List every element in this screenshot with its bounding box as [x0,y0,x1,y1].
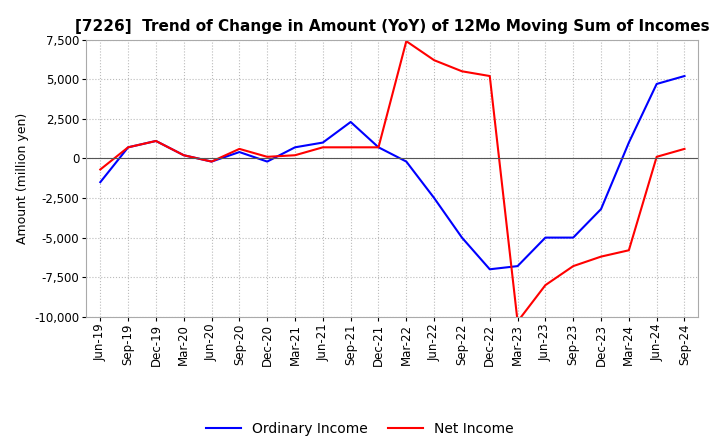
Ordinary Income [569,235,577,240]
Net Income [597,254,606,259]
Net Income [680,146,689,151]
Ordinary Income [597,206,606,212]
Ordinary Income [680,73,689,79]
Ordinary Income [374,145,383,150]
Ordinary Income [513,264,522,269]
Net Income [124,145,132,150]
Net Income [402,39,410,44]
Net Income [96,167,104,172]
Ordinary Income [179,153,188,158]
Ordinary Income [207,159,216,164]
Ordinary Income [318,140,327,145]
Net Income [346,145,355,150]
Legend: Ordinary Income, Net Income: Ordinary Income, Net Income [200,417,520,440]
Ordinary Income [541,235,550,240]
Net Income [513,319,522,324]
Net Income [318,145,327,150]
Net Income [485,73,494,79]
Y-axis label: Amount (million yen): Amount (million yen) [16,113,29,244]
Net Income [541,282,550,288]
Net Income [235,146,243,151]
Ordinary Income [430,195,438,201]
Line: Ordinary Income: Ordinary Income [100,76,685,269]
Net Income [291,153,300,158]
Ordinary Income [458,235,467,240]
Net Income [207,159,216,164]
Net Income [652,154,661,159]
Net Income [179,153,188,158]
Line: Net Income: Net Income [100,41,685,322]
Net Income [263,154,271,159]
Ordinary Income [346,119,355,125]
Ordinary Income [124,145,132,150]
Ordinary Income [652,81,661,87]
Title: [7226]  Trend of Change in Amount (YoY) of 12Mo Moving Sum of Incomes: [7226] Trend of Change in Amount (YoY) o… [75,19,710,34]
Net Income [430,58,438,63]
Ordinary Income [96,180,104,185]
Net Income [458,69,467,74]
Ordinary Income [235,150,243,155]
Ordinary Income [624,140,633,145]
Ordinary Income [263,159,271,164]
Ordinary Income [402,159,410,164]
Ordinary Income [152,138,161,143]
Net Income [624,248,633,253]
Ordinary Income [291,145,300,150]
Net Income [374,145,383,150]
Ordinary Income [485,267,494,272]
Net Income [569,264,577,269]
Net Income [152,138,161,143]
